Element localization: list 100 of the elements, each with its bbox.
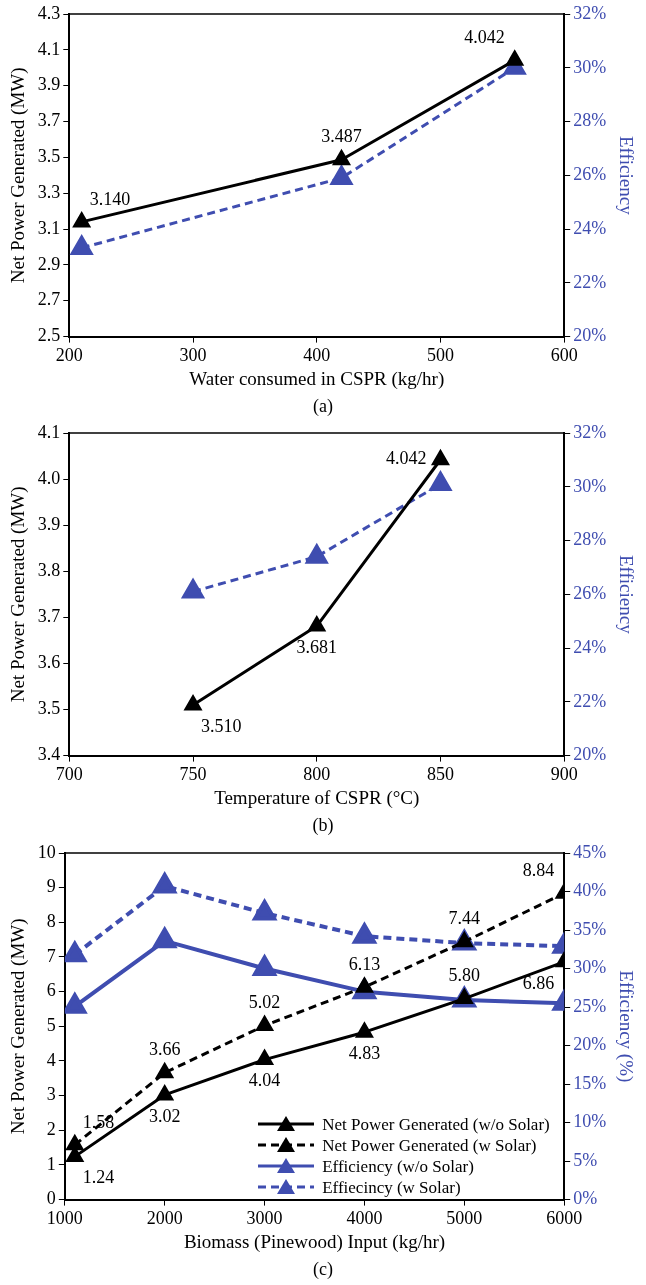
x-tick-label: 1000 [46, 1208, 83, 1229]
data-label: 8.84 [522, 859, 555, 880]
y2-tick-label: 24% [573, 217, 607, 238]
y2-tick-label: 32% [573, 2, 607, 23]
legend-label: Efficiency (w/o Solar) [322, 1155, 474, 1177]
y2-tick-label: 45% [573, 841, 607, 862]
y2-tick-label: 26% [573, 583, 607, 604]
y-axis-title: Net Power Generated (MW) [7, 918, 30, 1135]
y-tick-label: 3.5 [37, 146, 61, 167]
x-tick-label: 4000 [346, 1208, 383, 1229]
text: (b) [311, 814, 335, 837]
y-tick-label: 3.8 [37, 559, 61, 580]
y-tick-label: 2.5 [37, 325, 61, 346]
y2-axis-title: Efficiency [615, 554, 637, 635]
y2-tick-label: 20% [573, 1034, 607, 1055]
text: (a) [312, 395, 334, 418]
data-label: 3.510 [201, 715, 242, 736]
y2-axis-title: Efficiency (%) [614, 970, 637, 1083]
y-tick-label: 3.6 [37, 652, 61, 673]
x-tick-label: 2000 [146, 1208, 183, 1229]
x-axis-title: Biomass (Pinewood) Input (kg/hr) [183, 1230, 446, 1253]
y-tick-label: 4.1 [37, 38, 61, 59]
y-tick-label: 2 [46, 1119, 56, 1140]
y-tick-label: 4 [46, 1049, 56, 1070]
data-label: 5.02 [248, 992, 281, 1013]
y-tick-label: 8 [46, 911, 56, 932]
y2-tick-label: 20% [573, 325, 607, 346]
text: (c) [312, 1258, 334, 1281]
y-tick-label: 3.1 [37, 217, 61, 238]
y-tick-label: 0 [46, 1188, 56, 1209]
data-label: 6.13 [348, 953, 381, 974]
y2-tick-label: 20% [573, 744, 607, 765]
y2-tick-label: 28% [573, 110, 607, 131]
y-tick-label: 2.7 [37, 289, 61, 310]
data-label: 4.042 [385, 448, 427, 469]
x-tick-label: 200 [55, 345, 83, 366]
y2-tick-label: 25% [573, 995, 607, 1016]
y-tick-label: 3.9 [37, 513, 61, 534]
y2-tick-label: 30% [573, 475, 607, 496]
y-tick-label: 6 [46, 980, 56, 1001]
y-tick-label: 4.0 [37, 467, 61, 488]
y2-tick-label: 0% [573, 1188, 598, 1209]
x-tick-label: 400 [303, 345, 331, 366]
y-tick-label: 5 [46, 1015, 56, 1036]
y-tick-label: 4.1 [37, 421, 61, 442]
y-axis-title: Net Power Generated (MW) [7, 486, 30, 703]
x-tick-label: 300 [179, 345, 207, 366]
data-label: 4.04 [248, 1070, 281, 1091]
data-label: 3.681 [296, 636, 337, 657]
y2-tick-label: 22% [573, 690, 607, 711]
y-tick-label: 3.5 [37, 698, 61, 719]
data-label: 4.83 [348, 1042, 381, 1063]
y-tick-label: 3.7 [37, 606, 61, 627]
x-tick-label: 5000 [446, 1208, 483, 1229]
y2-tick-label: 40% [573, 880, 607, 901]
y-tick-label: 1 [46, 1153, 56, 1174]
x-tick-label: 500 [426, 345, 454, 366]
data-label: 3.66 [148, 1039, 181, 1060]
y2-tick-label: 10% [573, 1111, 607, 1132]
data-label: 7.44 [448, 908, 481, 929]
y2-tick-label: 35% [573, 918, 607, 939]
data-label: 4.042 [464, 26, 505, 47]
data-label: 3.140 [89, 188, 131, 209]
x-tick-label: 750 [179, 764, 207, 785]
x-tick-label: 800 [303, 764, 331, 785]
x-tick-label: 600 [550, 345, 578, 366]
legend-label: Net Power Generated (w/o Solar) [322, 1113, 550, 1135]
y-tick-label: 9 [46, 876, 56, 897]
x-tick-label: 700 [55, 764, 83, 785]
x-tick-label: 3000 [246, 1208, 283, 1229]
legend-label: Effiecincy (w Solar) [322, 1176, 461, 1198]
y2-tick-label: 30% [573, 56, 607, 77]
x-tick-label: 6000 [546, 1208, 583, 1229]
x-tick-label: 900 [550, 764, 578, 785]
y2-axis-title: Efficiency [615, 135, 637, 216]
y2-tick-label: 30% [573, 957, 607, 978]
data-label: 6.86 [522, 972, 555, 993]
legend-label: Net Power Generated (w Solar) [322, 1134, 537, 1156]
y2-tick-label: 32% [573, 421, 607, 442]
y2-tick-label: 24% [573, 636, 607, 657]
data-label: 3.487 [321, 126, 362, 147]
y-tick-label: 3.9 [37, 74, 61, 95]
y2-tick-label: 26% [573, 164, 607, 185]
y-tick-label: 4.3 [37, 2, 61, 23]
data-label: 1.24 [82, 1167, 115, 1188]
y-tick-label: 3.7 [37, 110, 61, 131]
x-axis-title: Water consumed in CSPR (kg/hr) [189, 367, 445, 390]
y2-tick-label: 28% [573, 529, 607, 550]
y-tick-label: 3 [46, 1084, 56, 1105]
y-tick-label: 3.4 [37, 744, 61, 765]
y2-tick-label: 15% [573, 1072, 607, 1093]
x-axis-title: Temperature of CSPR (°C) [214, 786, 420, 809]
y-tick-label: 3.3 [37, 181, 61, 202]
y-tick-label: 7 [46, 945, 56, 966]
y-tick-label: 2.9 [37, 253, 61, 274]
data-label: 3.02 [148, 1105, 181, 1126]
y-tick-label: 10 [37, 841, 56, 862]
data-label: 5.80 [448, 965, 481, 986]
y-axis-title: Net Power Generated (MW) [7, 67, 30, 284]
y2-tick-label: 5% [573, 1149, 598, 1170]
